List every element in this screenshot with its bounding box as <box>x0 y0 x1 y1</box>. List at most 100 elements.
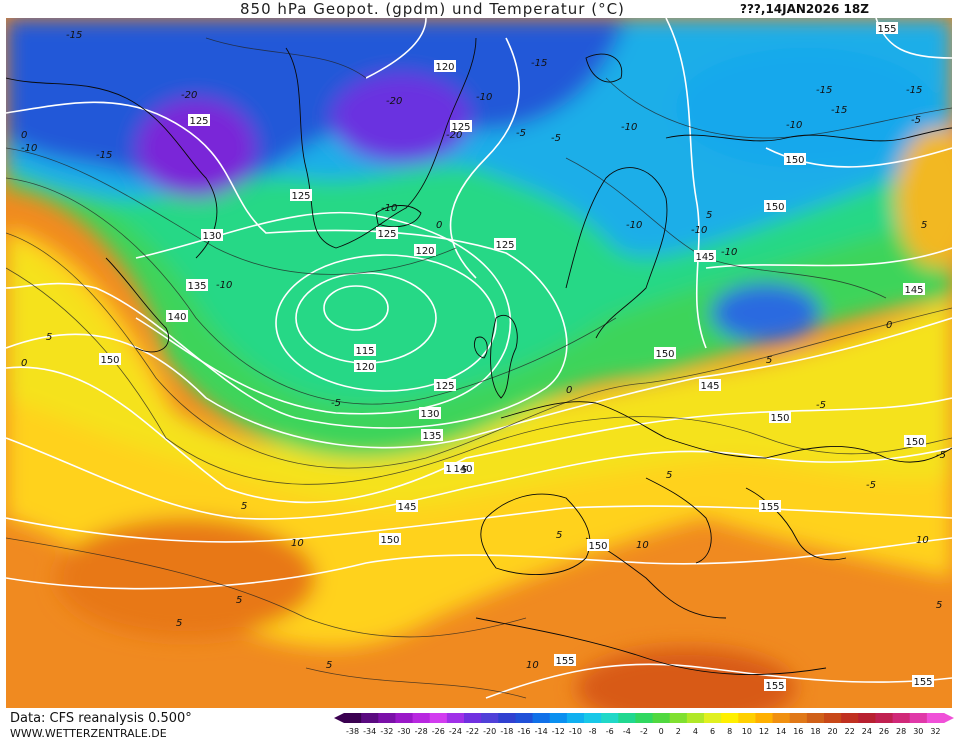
geopotential-label: 135 <box>186 279 208 292</box>
legend-color-swatch <box>789 713 808 723</box>
legend-tick-label: 30 <box>913 727 923 736</box>
temperature-label: -10 <box>621 122 637 133</box>
legend-color-swatch <box>858 713 876 723</box>
geopotential-label: 120 <box>414 244 436 257</box>
temperature-label: 5 <box>241 501 247 512</box>
temperature-label: -5 <box>516 128 526 139</box>
legend-tick-label: 12 <box>759 727 769 736</box>
legend-tick-label: 14 <box>776 727 786 736</box>
temperature-label: -15 <box>816 85 832 96</box>
legend-tick-label: 22 <box>845 727 855 736</box>
temperature-label: 5 <box>176 618 182 629</box>
legend-color-swatch <box>738 713 756 723</box>
legend-color-swatch <box>464 713 482 723</box>
website-credit: WWW.WETTERZENTRALE.DE <box>10 727 167 740</box>
temperature-label: -10 <box>381 203 397 214</box>
legend-tick-label: -24 <box>449 727 462 736</box>
temperature-label: 0 <box>21 130 27 141</box>
legend-tick-label: -6 <box>606 727 614 736</box>
temperature-label: 5 <box>326 660 332 671</box>
svg-text:150: 150 <box>100 355 119 366</box>
temperature-label: 5 <box>921 220 927 231</box>
svg-text:115: 115 <box>355 346 374 357</box>
legend-color-swatch <box>395 713 414 723</box>
legend-tick-label: -38 <box>346 727 359 736</box>
legend-tick-label: 2 <box>676 727 681 736</box>
legend-color-swatch <box>515 713 534 723</box>
legend-tick-label: -2 <box>640 727 648 736</box>
svg-text:150: 150 <box>765 202 784 213</box>
temperature-labels: -15 -20 -10 -15 -20 -20 -15 -10 -15 -15 -5 -10 -10 -1… <box>21 30 946 671</box>
temperature-label: -5 <box>866 480 876 491</box>
legend-color-swatch <box>772 713 791 723</box>
coastlines <box>6 37 952 676</box>
legend-color-swatch <box>806 713 825 723</box>
legend-color-swatch <box>669 713 688 723</box>
legend-color-swatch <box>824 713 842 723</box>
temperature-isotherms <box>6 37 952 699</box>
svg-text:135: 135 <box>422 431 441 442</box>
svg-text:125: 125 <box>291 191 310 202</box>
svg-text:125: 125 <box>189 116 208 127</box>
geopotential-label: 150 <box>764 200 786 213</box>
temperature-label: 0 <box>886 320 892 331</box>
temperature-label: 5 <box>461 465 467 476</box>
temperature-label: -5 <box>816 400 826 411</box>
geopotential-label: 120 <box>434 60 456 73</box>
legend-tick-label: -18 <box>500 727 513 736</box>
svg-text:155: 155 <box>555 656 574 667</box>
legend-tick-label: -28 <box>415 727 428 736</box>
svg-text:125: 125 <box>495 240 514 251</box>
svg-text:130: 130 <box>420 409 439 420</box>
temperature-label: 0 <box>436 220 442 231</box>
geopotential-label: 145 <box>903 283 925 296</box>
geopotential-label: 150 <box>379 533 401 546</box>
legend-color-swatch <box>601 713 619 723</box>
temperature-label: -20 <box>446 130 462 141</box>
legend-tick-label: -8 <box>589 727 597 736</box>
legend-color-swatch <box>446 713 465 723</box>
legend-tick-label: 26 <box>879 727 889 736</box>
svg-text:155: 155 <box>765 681 784 692</box>
legend-color-swatch <box>686 713 705 723</box>
geopotential-label: 130 <box>201 229 223 242</box>
weather-map: 125 120 125 125 125 130 120 125 145 135 140 115 120 1… <box>6 18 952 708</box>
temperature-label: -10 <box>216 280 232 291</box>
legend-tick-label: -34 <box>363 727 376 736</box>
geopotential-labels: 125 120 125 125 125 130 120 125 145 135 140 115 120 1… <box>99 22 934 692</box>
svg-text:120: 120 <box>435 62 454 73</box>
legend-tick-label: 8 <box>727 727 732 736</box>
legend-color-swatch <box>909 713 928 723</box>
svg-text:125: 125 <box>377 229 396 240</box>
legend-tick-label: 6 <box>710 727 715 736</box>
svg-text:150: 150 <box>785 155 804 166</box>
legend-color-swatch <box>652 713 671 723</box>
temperature-label: 5 <box>666 470 672 481</box>
svg-text:150: 150 <box>588 541 607 552</box>
svg-text:155: 155 <box>913 677 932 688</box>
temperature-label: -15 <box>906 85 922 96</box>
legend-color-swatch <box>429 713 448 723</box>
geopotential-label: 155 <box>912 675 934 688</box>
svg-text:125: 125 <box>451 122 470 133</box>
legend-tick-label: -4 <box>623 727 631 736</box>
temperature-label: -15 <box>831 105 847 116</box>
legend-tick-label: -32 <box>380 727 393 736</box>
geopotential-contours <box>6 18 952 699</box>
geopotential-label: 115 <box>354 344 376 357</box>
legend-color-swatch <box>566 713 585 723</box>
temperature-label: -10 <box>626 220 642 231</box>
legend-tick-label: 28 <box>896 727 906 736</box>
geopotential-label: 150 <box>904 435 926 448</box>
legend-tick-label: -30 <box>397 727 410 736</box>
geopotential-label: 155 <box>764 679 786 692</box>
svg-text:150: 150 <box>770 413 789 424</box>
svg-text:140: 140 <box>167 312 186 323</box>
legend-color-swatch <box>892 713 911 723</box>
temperature-label: -10 <box>691 225 707 236</box>
geopotential-label: 125 <box>434 379 456 392</box>
data-source-note: Data: CFS reanalysis 0.500° <box>10 711 192 726</box>
geopotential-label: 150 <box>99 353 121 366</box>
temperature-label: 5 <box>556 530 562 541</box>
valid-date-time: ???,14JAN2026 18Z <box>740 2 869 16</box>
